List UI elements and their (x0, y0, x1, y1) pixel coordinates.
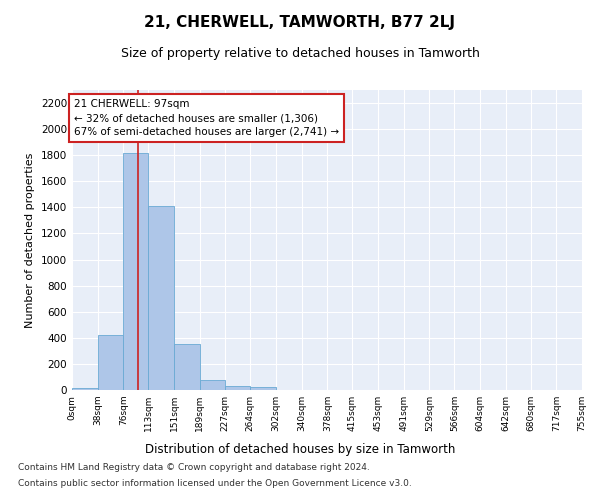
Bar (124, 152, 148, 390)
Text: Contains public sector information licensed under the Open Government Licence v3: Contains public sector information licen… (18, 478, 412, 488)
Bar (72, 388, 98, 390)
Y-axis label: Number of detached properties: Number of detached properties (25, 152, 35, 328)
Text: Contains HM Land Registry data © Crown copyright and database right 2024.: Contains HM Land Registry data © Crown c… (18, 464, 370, 472)
Text: 21, CHERWELL, TAMWORTH, B77 2LJ: 21, CHERWELL, TAMWORTH, B77 2LJ (145, 15, 455, 30)
Bar (148, 206, 174, 390)
Bar (200, 380, 226, 390)
Text: 21 CHERWELL: 97sqm
← 32% of detached houses are smaller (1,306)
67% of semi-deta: 21 CHERWELL: 97sqm ← 32% of detached hou… (74, 99, 339, 137)
Text: Size of property relative to detached houses in Tamworth: Size of property relative to detached ho… (121, 48, 479, 60)
Bar (174, 344, 200, 390)
Text: Distribution of detached houses by size in Tamworth: Distribution of detached houses by size … (145, 442, 455, 456)
Bar (226, 386, 250, 390)
Bar (250, 388, 276, 390)
Bar (98, 335, 124, 390)
